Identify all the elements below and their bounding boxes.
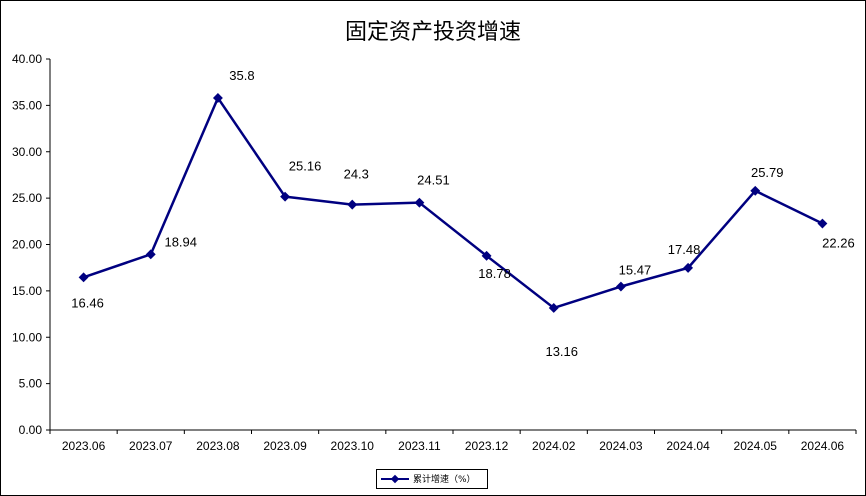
data-point — [212, 93, 223, 103]
series-layer — [78, 93, 828, 313]
y-tick-label: 35.00 — [12, 98, 42, 112]
data-label: 15.47 — [619, 263, 652, 278]
data-point — [280, 191, 291, 202]
data-label: 25.79 — [751, 165, 784, 180]
data-point — [145, 249, 156, 260]
x-tick-label: 2023.12 — [465, 439, 509, 453]
data-labels: 16.46 18.94 35.8 25.16 24.3 24.51 18.78 13.16 15… — [71, 68, 854, 359]
x-axis-ticks: 2023.06 2023.07 2023.08 2023.09 2023.10 2023.… — [49, 430, 857, 453]
chart-title: 固定资产投资增速 — [344, 20, 521, 45]
y-tick-label: 30.00 — [12, 145, 42, 159]
y-tick-label: 20.00 — [12, 238, 42, 252]
x-tick-label: 2023.06 — [62, 439, 106, 453]
y-tick-label: 40.00 — [12, 52, 42, 66]
data-point — [683, 262, 694, 273]
data-label: 22.26 — [822, 236, 855, 251]
y-tick-label: 5.00 — [19, 377, 43, 391]
x-tick-label: 2023.11 — [398, 439, 441, 453]
y-tick-label: 10.00 — [12, 330, 42, 344]
data-point — [414, 197, 425, 208]
data-point — [750, 185, 761, 196]
data-point — [615, 281, 626, 292]
y-axis-ticks: 0.00 5.00 10.00 15.00 20.00 25.00 30.00 35.00 40… — [12, 52, 50, 437]
data-label: 17.48 — [668, 242, 701, 257]
x-tick-label: 2024.05 — [734, 439, 778, 453]
y-tick-label: 0.00 — [19, 423, 43, 437]
data-label: 16.46 — [71, 295, 104, 310]
x-tick-label: 2023.09 — [263, 439, 307, 453]
data-point — [817, 218, 828, 229]
x-tick-label: 2023.10 — [331, 439, 375, 453]
data-label: 24.3 — [344, 167, 369, 182]
legend: 累计增速（%） — [376, 469, 488, 489]
series-line — [83, 96, 823, 310]
data-point — [548, 302, 559, 313]
data-point — [78, 272, 89, 283]
x-tick-label: 2023.07 — [129, 439, 173, 453]
data-label: 18.94 — [164, 234, 197, 249]
data-label: 25.16 — [289, 159, 322, 174]
data-label: 18.78 — [478, 266, 511, 281]
y-tick-label: 15.00 — [12, 284, 42, 298]
data-label: 35.8 — [229, 68, 254, 83]
x-tick-label: 2024.03 — [599, 439, 643, 453]
data-label: 24.51 — [417, 173, 450, 188]
data-point — [347, 199, 358, 210]
legend-label: 累计增速（%） — [413, 475, 476, 485]
x-tick-label: 2024.02 — [532, 439, 576, 453]
y-tick-label: 25.00 — [12, 191, 42, 205]
legend-line-icon — [381, 474, 409, 484]
x-tick-label: 2024.06 — [801, 439, 845, 453]
data-label: 13.16 — [545, 344, 578, 359]
x-tick-label: 2024.04 — [666, 439, 710, 453]
x-tick-label: 2023.08 — [196, 439, 240, 453]
